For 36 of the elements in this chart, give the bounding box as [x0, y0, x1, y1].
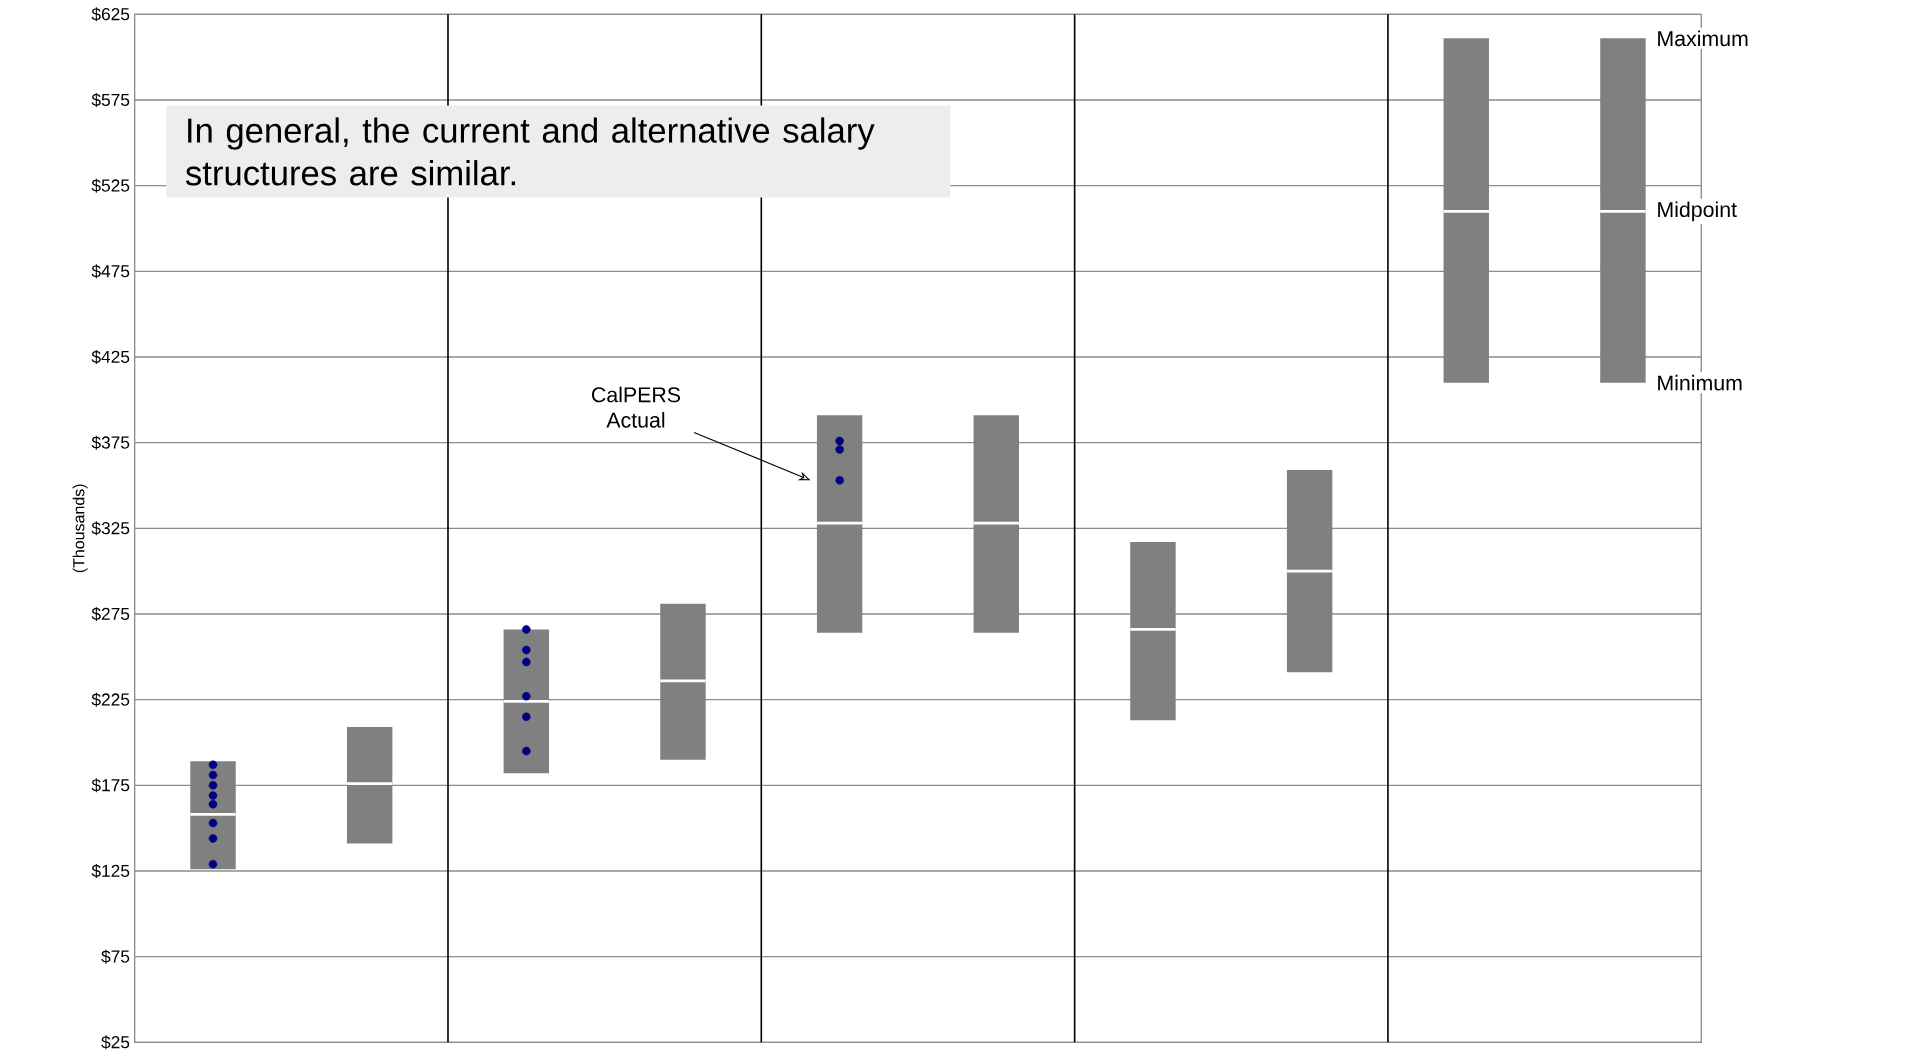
point	[522, 625, 531, 634]
point	[522, 691, 531, 701]
y-tick-label: $275	[91, 606, 130, 622]
annotation: CalPERS Actual	[592, 386, 681, 428]
point	[522, 645, 531, 655]
point	[208, 818, 218, 828]
y-tick-label: $375	[91, 435, 130, 450]
point	[835, 476, 844, 485]
y-tick-label: $125	[91, 863, 130, 879]
y-tick-label: $225	[91, 692, 130, 707]
point	[208, 799, 218, 809]
annotation: In general, the current and alternative salary structures are similar.	[185, 117, 875, 186]
point	[208, 859, 218, 869]
y-tick-label: $25	[101, 1035, 130, 1050]
y-tick-label: $75	[101, 949, 130, 964]
y-tick-label: $525	[91, 178, 130, 193]
y-axis-title: (Thousands)	[72, 484, 88, 573]
annotation: Minimum	[1658, 374, 1742, 391]
y-tick-label: $425	[91, 349, 130, 365]
point	[522, 746, 531, 756]
point	[835, 436, 844, 446]
y-tick-label: $175	[91, 778, 130, 793]
point	[208, 834, 218, 843]
y-tick-label: $575	[91, 92, 130, 107]
annotation: Midpoint	[1658, 201, 1737, 222]
y-tick-label: $475	[91, 264, 130, 279]
point	[208, 781, 218, 790]
point	[208, 791, 218, 800]
point	[835, 445, 844, 454]
point	[522, 712, 531, 722]
y-tick-label: $325	[91, 521, 130, 536]
point	[522, 657, 531, 667]
point	[208, 760, 218, 770]
y-tick-label: $625	[91, 7, 130, 22]
point	[208, 770, 218, 780]
annotation: Maximum	[1658, 30, 1748, 47]
